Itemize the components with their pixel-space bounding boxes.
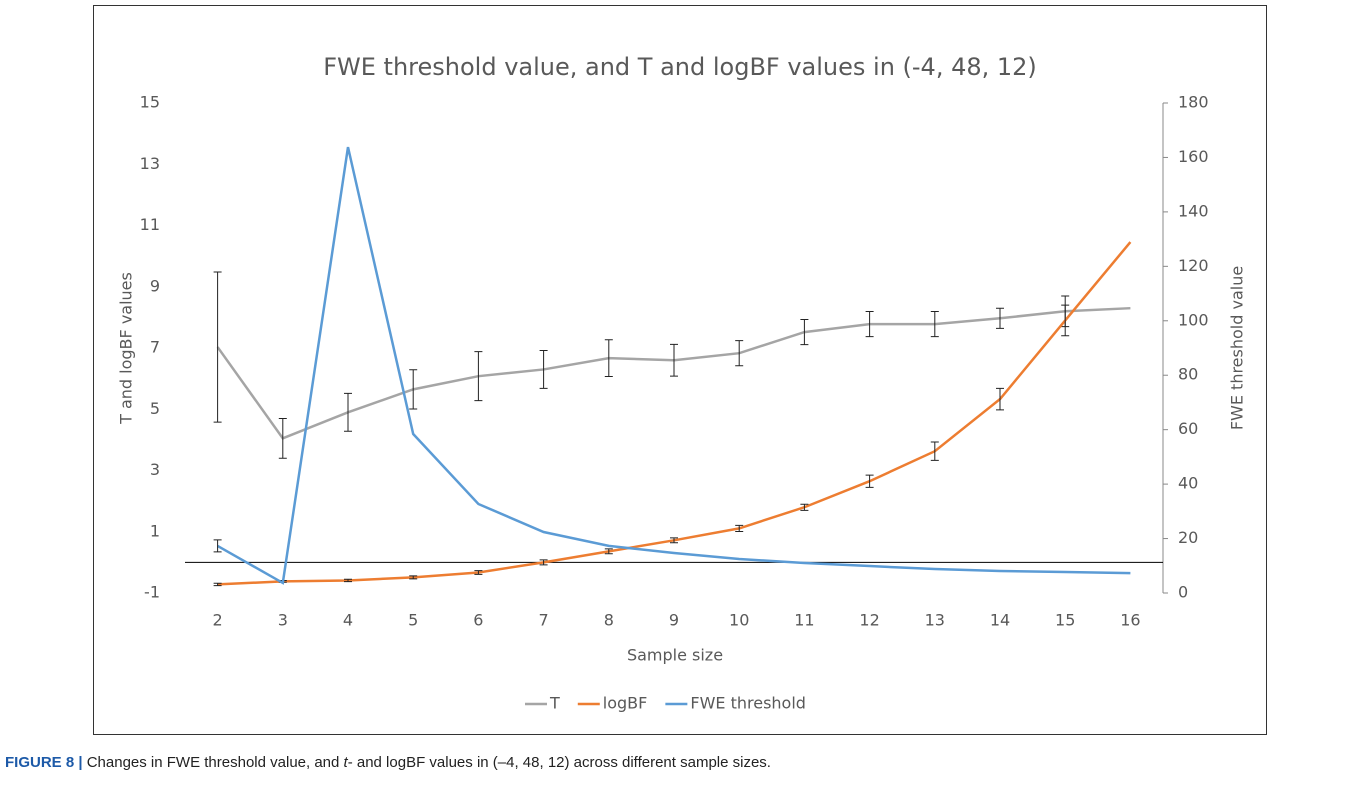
error-bar [865, 474, 874, 488]
x-tick-label: 8 [604, 611, 614, 630]
x-axis-label: Sample size [627, 646, 723, 665]
x-tick-label: 3 [278, 611, 288, 630]
series-line [216, 146, 1131, 585]
x-tick-label: 15 [1055, 611, 1075, 630]
y-tick-label: 1 [150, 521, 160, 540]
y-axis-label: T and logBF values [117, 272, 136, 425]
x-tick-label: 4 [343, 611, 353, 630]
error-bar [213, 539, 222, 553]
x-tick-label: 9 [669, 611, 679, 630]
y-tick-label: 5 [150, 399, 160, 418]
y-tick-label: 9 [150, 276, 160, 295]
chart: FWE threshold value, and T and logBF val… [93, 5, 1267, 735]
y-tick-label: 11 [140, 215, 160, 234]
chart-title: FWE threshold value, and T and logBF val… [323, 53, 1037, 81]
x-tick-label: 12 [859, 611, 879, 630]
y2-tick-label: 0 [1178, 583, 1188, 602]
error-bar [344, 392, 352, 432]
error-bar [735, 340, 744, 367]
error-bar [474, 351, 483, 402]
y2-tick-label: 60 [1178, 419, 1198, 438]
x-tick-label: 11 [794, 611, 814, 630]
y2-tick-label: 120 [1178, 256, 1209, 275]
error-bar [213, 582, 222, 587]
y-tick-label: -1 [144, 583, 160, 602]
error-bar [539, 349, 548, 389]
y2-tick-label: 100 [1178, 310, 1209, 329]
caption-text: t [343, 754, 348, 771]
error-bar [670, 537, 678, 544]
error-bar [539, 559, 548, 566]
error-bar [800, 319, 809, 346]
error-bar [1061, 304, 1070, 337]
error-bar [800, 503, 809, 511]
caption-text: - and logBF values in (–4, 48, 12) acros… [347, 754, 771, 771]
x-tick-label: 6 [473, 611, 483, 630]
error-bar [604, 339, 613, 377]
x-tick-label: 16 [1120, 611, 1140, 630]
y2-axis-label: FWE threshold value [1228, 266, 1247, 430]
x-tick-label: 14 [990, 611, 1010, 630]
x-tick-label: 2 [213, 611, 223, 630]
y-tick-label: 7 [150, 338, 160, 357]
error-bar [213, 271, 222, 423]
x-tick-label: 5 [408, 611, 418, 630]
error-bar [474, 570, 483, 575]
legend-label: T [549, 694, 560, 713]
y2-tick-label: 180 [1178, 93, 1209, 112]
y2-tick-label: 160 [1178, 147, 1209, 166]
error-bar [344, 578, 352, 583]
error-bar [996, 387, 1004, 411]
x-tick-label: 13 [925, 611, 945, 630]
error-bar [278, 417, 287, 459]
y-tick-label: 3 [150, 460, 160, 479]
error-bar [996, 307, 1004, 329]
y2-tick-label: 20 [1178, 528, 1198, 547]
error-bar [604, 548, 613, 555]
y2-tick-label: 40 [1178, 474, 1198, 493]
error-bar [670, 343, 678, 377]
y-tick-label: 13 [140, 154, 160, 173]
legend-label: logBF [603, 694, 648, 713]
caption-label: FIGURE 8 | [5, 754, 83, 771]
error-bar [409, 575, 418, 580]
error-bar [735, 524, 744, 532]
error-bar [930, 311, 939, 338]
caption: FIGURE 8 | Changes in FWE threshold valu… [5, 754, 771, 771]
error-bar [409, 369, 418, 410]
y2-tick-label: 80 [1178, 365, 1198, 384]
chart-frame [93, 5, 1267, 735]
x-tick-label: 10 [729, 611, 749, 630]
legend-label: FWE threshold [690, 694, 806, 713]
y2-tick-label: 140 [1178, 201, 1209, 220]
error-bar [930, 441, 939, 461]
x-tick-label: 7 [539, 611, 549, 630]
caption-text: Changes in FWE threshold value, and [86, 754, 344, 771]
error-bar [865, 311, 874, 338]
y-tick-label: 15 [140, 93, 160, 112]
